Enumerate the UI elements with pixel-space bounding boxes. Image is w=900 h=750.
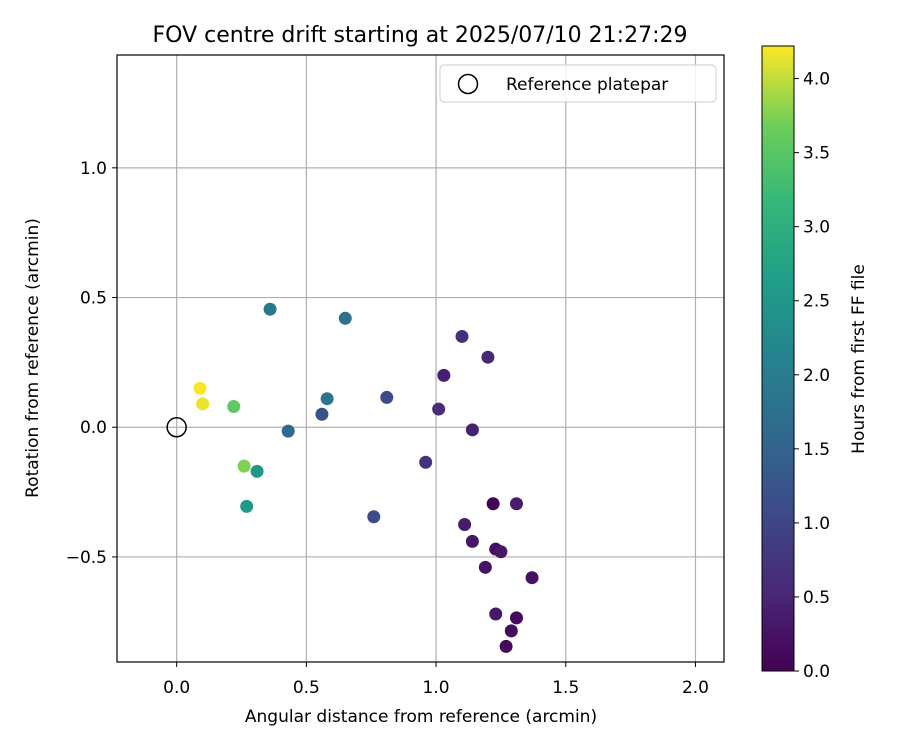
legend-reference-marker: [457, 73, 479, 95]
colorbar-tick-label: 0.0: [803, 662, 830, 682]
legend: Reference platepar: [439, 64, 717, 103]
data-point: [499, 639, 513, 653]
data-point: [486, 497, 500, 511]
x-axis-label: Angular distance from reference (arcmin): [245, 707, 597, 727]
colorbar-tick-label: 1.0: [803, 514, 830, 534]
data-point: [250, 464, 264, 478]
data-point: [432, 402, 446, 416]
y-axis-ticks: −0.5 0.0 0.5 1.0: [66, 159, 117, 568]
x-tick-label: 1.5: [552, 678, 579, 698]
data-point: [240, 499, 254, 513]
data-point: [465, 423, 479, 437]
data-point: [380, 390, 394, 404]
y-tick-label: 1.0: [80, 159, 107, 179]
reference-marker: [166, 416, 187, 438]
data-point: [525, 571, 539, 585]
data-point: [367, 510, 381, 524]
chart-title: FOV centre drift starting at 2025/07/10 …: [153, 23, 688, 48]
colorbar-tick-label: 0.5: [803, 588, 830, 608]
data-point: [281, 424, 295, 438]
data-point: [338, 311, 352, 325]
data-point: [193, 381, 207, 395]
data-point: [489, 607, 503, 621]
data-point: [458, 518, 472, 532]
x-tick-label: 2.0: [682, 678, 709, 698]
y-axis-label: Rotation from reference (arcmin): [23, 218, 43, 498]
x-axis-ticks: 0.0 0.5 1.0 1.5 2.0: [163, 662, 709, 698]
reference-point: [166, 416, 187, 438]
plot-frame: [116, 54, 725, 663]
y-tick-label: 0.0: [80, 418, 107, 438]
colorbar-tick-label: 2.5: [803, 292, 830, 312]
colorbar-label: Hours from first FF file: [849, 264, 869, 454]
data-point: [504, 624, 518, 638]
data-point: [455, 329, 469, 343]
colorbar-gradient: [761, 45, 795, 672]
y-tick-label: 0.5: [80, 289, 107, 309]
data-point: [320, 392, 334, 406]
colorbar-tick-label: 2.0: [803, 366, 830, 386]
data-point: [315, 407, 329, 421]
colorbar-tick-label: 3.5: [803, 144, 830, 164]
data-point: [237, 459, 251, 473]
data-point: [494, 545, 508, 559]
data-point: [437, 368, 451, 382]
data-point: [419, 455, 433, 469]
grid-lines: [117, 55, 724, 662]
legend-box: [439, 64, 717, 103]
data-point: [263, 302, 277, 316]
data-point: [509, 497, 523, 511]
data-point: [465, 534, 479, 548]
colorbar-ticks: 0.0 0.5 1.0 1.5 2.0 2.5 3.0 3.5 4.0: [794, 70, 830, 682]
x-tick-label: 0.5: [293, 678, 320, 698]
x-tick-label: 1.0: [423, 678, 450, 698]
data-point: [227, 399, 241, 413]
y-tick-label: −0.5: [66, 548, 107, 568]
data-point: [478, 560, 492, 574]
x-tick-label: 0.0: [163, 678, 190, 698]
colorbar: 0.0 0.5 1.0 1.5 2.0 2.5 3.0 3.5 4.0 Hours from f…: [761, 45, 869, 682]
data-point: [196, 397, 210, 411]
legend-entry-reference: Reference platepar: [506, 75, 668, 95]
data-point: [509, 611, 523, 625]
colorbar-tick-label: 3.0: [803, 218, 830, 238]
colorbar-tick-label: 1.5: [803, 440, 830, 460]
data-points: [193, 302, 539, 653]
data-point: [481, 350, 495, 364]
colorbar-tick-label: 4.0: [803, 70, 830, 90]
